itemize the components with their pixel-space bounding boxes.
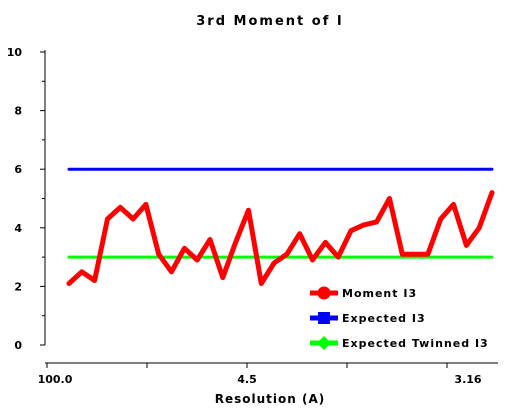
legend-marker-circle — [317, 286, 331, 300]
legend-label: Expected I3 — [342, 312, 426, 325]
y-tick-label: 8 — [14, 105, 22, 118]
legend-marker-square — [318, 312, 330, 324]
legend-marker-diamond — [317, 336, 331, 350]
y-tick-label: 10 — [7, 46, 23, 59]
y-tick-label: 6 — [14, 163, 22, 176]
legend-label: Expected Twinned I3 — [342, 337, 489, 350]
legend: Moment I3 Expected I3 Expected Twinned I3 — [310, 286, 489, 350]
legend-item: Expected I3 — [310, 312, 426, 325]
y-tick-label: 2 — [14, 280, 22, 293]
y-tick-label: 4 — [14, 222, 22, 235]
legend-item: Moment I3 — [310, 286, 417, 300]
chart-title: 3rd Moment of I — [196, 14, 343, 29]
axes: 0 2 4 6 8 10 100.0 4.5 3.16 — [7, 46, 498, 386]
series-line-moment-i3 — [66, 190, 495, 286]
x-axis-label: Resolution (A) — [215, 392, 326, 406]
y-tick-label: 0 — [14, 339, 22, 352]
x-tick-label: 4.5 — [237, 373, 257, 386]
x-tick-label: 100.0 — [38, 373, 73, 386]
x-tick-label: 3.16 — [454, 373, 481, 386]
series-layer — [66, 167, 495, 286]
legend-label: Moment I3 — [342, 287, 417, 300]
legend-item: Expected Twinned I3 — [310, 336, 489, 350]
